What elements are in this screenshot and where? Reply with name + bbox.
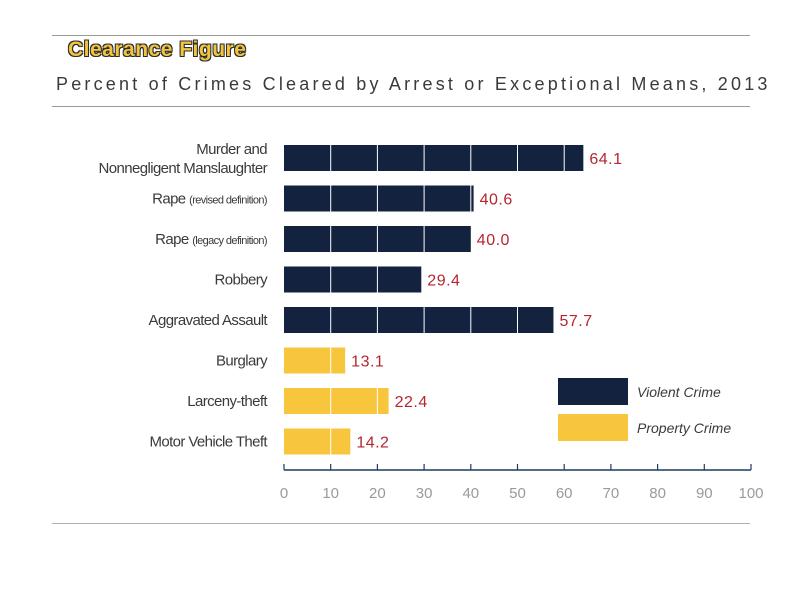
x-tick-label: 30 [416, 485, 433, 502]
x-tick-label: 60 [556, 485, 573, 502]
legend-label-property: Property Crime [637, 420, 731, 436]
category-label-qualifier: (revised definition) [189, 195, 267, 207]
legend-swatch-property [558, 414, 628, 441]
value-label-2: 40.0 [477, 232, 510, 249]
category-label-6: Larceny-theft [187, 393, 268, 410]
category-label-qualifier: (legacy definition) [192, 235, 267, 247]
category-labels-group: Murder and Nonnegligent Manslaughter Rape … [99, 141, 269, 451]
value-label-7: 14.2 [356, 435, 389, 452]
x-tick-label: 70 [603, 485, 620, 502]
category-label-5: Burglary [216, 353, 268, 370]
category-label-0: Murder and Nonnegligent Manslaughter [99, 141, 268, 177]
category-label-7: Motor Vehicle Theft [149, 434, 268, 451]
legend: Violent Crime Property Crime [558, 378, 731, 441]
bar-4 [284, 307, 554, 333]
bar-1 [284, 185, 474, 212]
value-label-1: 40.6 [480, 192, 513, 209]
x-axis: 0 10 20 30 40 50 60 70 80 90 100 [280, 464, 764, 502]
category-label-line: Murder and [196, 141, 267, 158]
x-tick-label: 50 [509, 485, 526, 502]
category-label-2: Rape (legacy definition) [155, 231, 267, 248]
legend-swatch-violent [558, 378, 628, 405]
header-rule [52, 106, 750, 107]
category-label-4: Aggravated Assault [149, 312, 269, 329]
chart-subtitle: Percent of Crimes Cleared by Arrest or E… [56, 74, 771, 94]
value-label-6: 22.4 [395, 394, 428, 411]
value-labels-group: 64.1 40.6 40.0 29.4 57.7 13.1 22.4 14.2 [351, 151, 622, 452]
bar-5 [284, 347, 346, 374]
legend-label-violent: Violent Crime [637, 384, 721, 400]
value-label-4: 57.7 [559, 313, 592, 330]
top-rule [52, 35, 750, 36]
value-label-3: 29.4 [427, 273, 460, 290]
bar-6 [284, 388, 389, 414]
category-label-1: Rape (revised definition) [152, 191, 267, 208]
bottom-rule [52, 523, 750, 524]
value-label-0: 64.1 [589, 151, 622, 168]
figure-label: Clearance Figure [68, 38, 247, 61]
category-label-3: Robbery [215, 272, 269, 289]
category-label-line: Nonnegligent Manslaughter [99, 160, 268, 177]
x-tick-label: 10 [322, 485, 339, 502]
bars-group [284, 145, 584, 455]
x-tick-label: 90 [696, 485, 713, 502]
x-tick-label: 80 [649, 485, 666, 502]
x-tick-label: 40 [462, 485, 479, 502]
x-tick-label: 100 [738, 485, 763, 502]
x-tick-label: 20 [369, 485, 386, 502]
bar-0 [284, 145, 584, 171]
bar-3 [284, 266, 422, 293]
value-label-5: 13.1 [351, 354, 384, 371]
category-label-main: Rape [152, 191, 189, 208]
bar-7 [284, 428, 351, 455]
x-tick-label: 0 [280, 485, 288, 502]
category-label-main: Rape [155, 231, 192, 248]
